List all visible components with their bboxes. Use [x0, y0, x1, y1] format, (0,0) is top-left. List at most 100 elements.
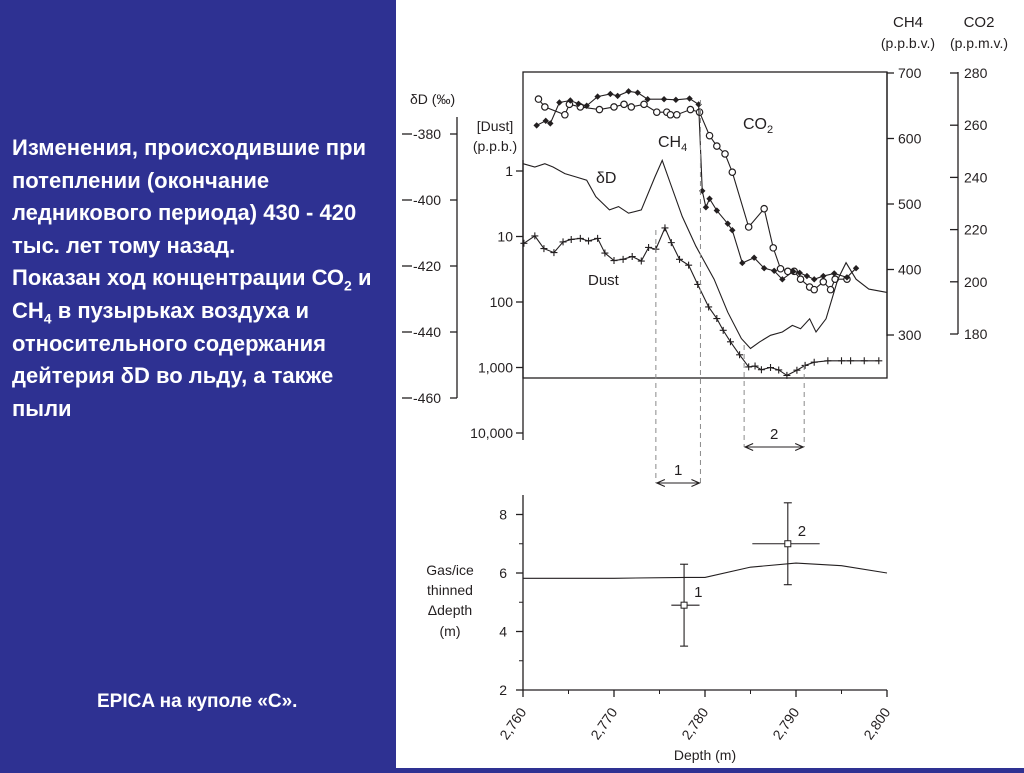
ch4-point [739, 259, 746, 267]
ch4-axis-label-line2: (p.p.b.v.) [881, 35, 935, 51]
ch4-tick-label: 300 [898, 327, 922, 343]
dust-point [619, 255, 627, 263]
ch4-point [760, 264, 768, 272]
co2-point [610, 103, 618, 111]
co2-subscript: 2 [344, 277, 352, 294]
dust-point [661, 224, 669, 232]
co2-tick-label: 220 [964, 222, 988, 238]
dust-point [520, 239, 528, 247]
ch4-subscript: 4 [43, 310, 52, 327]
dust-point [719, 326, 727, 334]
x-tick-label: 2,760 [496, 704, 529, 742]
description-text: Изменения, происходившие при потеплении … [12, 132, 387, 425]
dust-point [767, 364, 775, 371]
dust-point [559, 238, 567, 246]
co2-tick-label: 260 [964, 117, 988, 133]
co2-tick-label: 180 [964, 326, 988, 342]
event-arrowhead [691, 478, 701, 488]
co2-point [728, 168, 737, 176]
bottom-y-tick-label: 4 [499, 624, 507, 640]
dust-point [793, 366, 801, 374]
x-tick-label: 2,800 [860, 704, 893, 742]
co2-series-label: CO2 [743, 116, 773, 136]
bottom-y-tick-label: 6 [499, 565, 507, 581]
x-tick-label: 2,770 [587, 704, 620, 742]
dust-point [601, 249, 609, 257]
ch4-tick-label: 400 [898, 262, 922, 278]
dD-axis-label: δD (‰) [410, 91, 455, 107]
ch4-point [702, 204, 710, 211]
description-line-1: Изменения, происходившие при потеплении … [12, 135, 367, 258]
x-axis-title: Depth (m) [674, 747, 736, 763]
ch4-point [625, 88, 632, 95]
dust-point [736, 351, 744, 359]
ch4-point [724, 220, 731, 227]
co2-point [819, 277, 828, 286]
x-tick-label: 2,780 [678, 704, 711, 742]
dust-point [713, 315, 721, 323]
co2-point [666, 110, 675, 119]
co2-point [652, 108, 661, 116]
ch4-point [729, 227, 736, 234]
description-line-2-pre: Показан ход концентрации СО [12, 265, 345, 291]
dust-point [838, 357, 845, 365]
thinned-depth-line [523, 562, 888, 579]
dust-point [801, 361, 809, 369]
dust-point [685, 261, 693, 269]
co2-point [640, 100, 648, 109]
ch4-point [575, 100, 582, 107]
ch4-point [790, 268, 797, 275]
event-arrowhead [743, 442, 754, 452]
event-arrowhead [794, 442, 805, 452]
dust-axis-label-line1: [Dust] [477, 118, 514, 134]
co2-point [769, 244, 778, 252]
dD-tick-label: -440 [413, 324, 441, 340]
ch4-series-label-sub: 4 [681, 142, 687, 154]
dD-series-label: δD [596, 170, 616, 187]
dust-point [645, 243, 653, 251]
dD-line [522, 158, 888, 350]
dust-line [523, 226, 879, 377]
ch4-point [556, 99, 563, 106]
ch4-point [614, 92, 621, 100]
event-label: 2 [770, 426, 778, 443]
dust-point [576, 234, 584, 242]
dust-point [550, 249, 558, 257]
dust-point [705, 303, 713, 311]
co2-point [620, 100, 628, 109]
ch4-point [672, 96, 680, 104]
ch4-tick-label: 700 [898, 65, 922, 81]
dust-series-label: Dust [588, 272, 620, 289]
dust-tick-label: 10,000 [470, 425, 513, 441]
co2-line [538, 98, 847, 291]
ch4-point [811, 276, 818, 283]
dust-point [757, 366, 765, 374]
dust-point [875, 357, 883, 365]
co2-series-label-sub: 2 [767, 124, 773, 136]
bottom-y-tick-label: 8 [499, 507, 507, 523]
ch4-axis-label-line1: CH4 [893, 14, 923, 31]
event-arrowhead [655, 478, 666, 488]
description-line-2-post: в пузырьках воздуха и относительного сод… [12, 297, 334, 421]
co2-tick-label: 280 [964, 65, 988, 81]
ch4-point [831, 270, 838, 277]
dust-point [667, 239, 675, 247]
co2-point [744, 223, 753, 231]
co2-point [705, 131, 714, 140]
dust-point [751, 362, 759, 370]
dust-point [745, 363, 753, 371]
co2-point [672, 110, 681, 119]
co2-point [686, 105, 695, 114]
dust-point [775, 366, 783, 374]
dust-point [860, 357, 868, 365]
co2-point [595, 105, 604, 114]
co2-point [760, 204, 768, 213]
ch4-point [796, 269, 803, 276]
co2-point [796, 275, 805, 283]
gas-ice-point-label: 1 [694, 584, 702, 601]
dust-point [594, 234, 602, 242]
co2-point [541, 103, 549, 111]
dD-tick-label: -460 [413, 390, 441, 406]
dust-tick-label: 100 [490, 294, 514, 310]
dust-point [810, 358, 818, 366]
